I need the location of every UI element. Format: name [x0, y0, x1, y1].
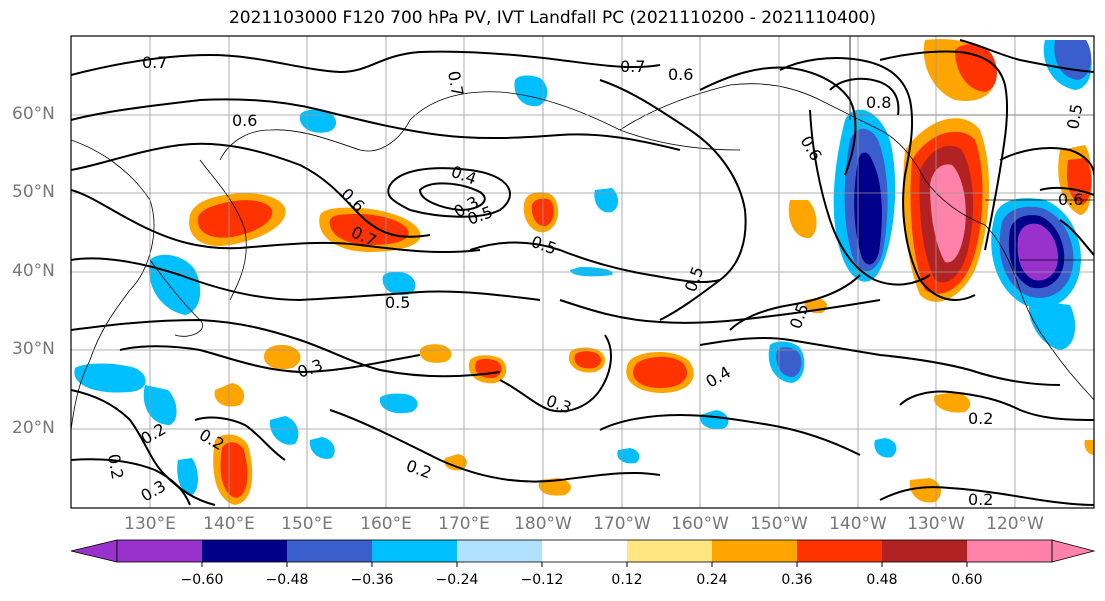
contour-label: 0.7: [620, 57, 645, 76]
lon-label: 120°W: [986, 514, 1044, 534]
graticule: [71, 36, 1094, 508]
colorbar-tick-label: 0.24: [696, 572, 728, 588]
lon-label: 160°W: [671, 514, 729, 534]
lon-label: 150°E: [281, 514, 333, 534]
lat-label: 60°N: [12, 104, 55, 124]
lon-label: 160°E: [360, 514, 412, 534]
colorbar-extend-min: [70, 539, 118, 563]
colorbar: [70, 539, 1096, 567]
lon-label: 140°W: [829, 514, 887, 534]
colorbar-tick-label: −0.24: [435, 572, 479, 588]
map-title: 2021103000 F120 700 hPa PV, IVT Landfall…: [228, 8, 876, 28]
contour-label: 0.5: [385, 293, 410, 312]
lon-label: 170°W: [593, 514, 651, 534]
lat-label: 20°N: [12, 418, 55, 438]
contour-label: 0.6: [1058, 190, 1083, 209]
lon-label: 180°W: [514, 514, 572, 534]
colorbar-tick-label: −0.60: [180, 572, 224, 588]
lon-label: 170°E: [438, 514, 490, 534]
lat-label: 30°N: [12, 339, 55, 359]
contour-label: 0.5: [1063, 102, 1086, 130]
colorbar-tick-label: 0.48: [866, 572, 898, 588]
lon-label: 150°W: [750, 514, 808, 534]
lon-label: 140°E: [203, 514, 255, 534]
colorbar-tick-label: −0.36: [350, 572, 394, 588]
colorbar-tick-label: 0.36: [781, 572, 813, 588]
lat-label: 40°N: [12, 261, 55, 281]
contour-label: 0.7: [444, 69, 467, 97]
lat-label: 50°N: [12, 182, 55, 202]
contour-label: 0.7: [142, 53, 167, 72]
colorbar-extend-max: [1051, 539, 1096, 563]
contour-label: 0.2: [968, 409, 993, 428]
colorbar-tick-label: 0.60: [951, 572, 983, 588]
contour-label: 0.8: [866, 93, 891, 112]
lon-label: 130°W: [907, 514, 965, 534]
lon-label: 130°E: [124, 514, 176, 534]
contour-label: 0.2: [968, 490, 993, 509]
colorbar-tick-label: 0.12: [611, 572, 643, 588]
contour-label: 0.2: [104, 452, 127, 480]
contour-label: 0.6: [668, 65, 693, 84]
contour-label: 0.6: [232, 111, 257, 130]
pv-contours: [71, 39, 1094, 506]
colorbar-tick-label: −0.12: [520, 572, 564, 588]
colorbar-tick-label: −0.48: [265, 572, 309, 588]
